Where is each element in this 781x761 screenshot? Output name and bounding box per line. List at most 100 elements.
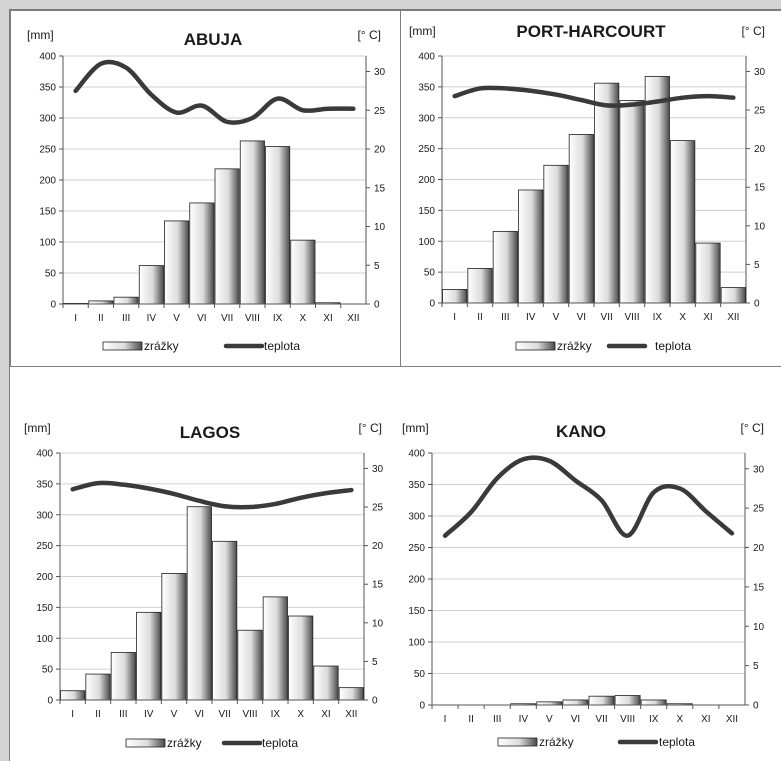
precip-bar-vii (212, 540, 238, 701)
x-tick-label: VIII (242, 709, 257, 720)
y2-tick-label: 10 (754, 221, 766, 232)
precip-bar-iv (518, 189, 544, 304)
chart-abuja: ABUJA [mm] [° C] 0 50 100 150 200 250 300 350 400 0 5… (27, 28, 386, 353)
y2-tick-label: 5 (372, 657, 378, 668)
precip-bar-i (442, 289, 468, 304)
precip-bar-iv (136, 611, 162, 701)
precip-bar-iii (492, 230, 518, 304)
x-tick-label: III (501, 312, 509, 323)
temperature-line (452, 85, 736, 108)
y-tick-label: 200 (408, 575, 425, 586)
y2-tick-label: 10 (372, 618, 384, 629)
x-tick-label: IV (147, 313, 157, 324)
y2-tick-label: 20 (372, 541, 384, 552)
x-tick-label: IX (271, 709, 281, 720)
x-tick-label: XII (727, 312, 739, 323)
x-tick-label: III (122, 313, 130, 324)
x-tick-label: I (453, 312, 456, 323)
y2-tick-label: 0 (372, 696, 378, 707)
y2-tick-label: 30 (374, 67, 386, 78)
x-tick-label: X (300, 313, 307, 324)
y2-tick-label: 15 (372, 580, 384, 591)
y2-tick-label: 10 (753, 622, 765, 633)
legend-precip-swatch (102, 341, 143, 351)
y-axis-unit-right: [° C] (741, 421, 764, 435)
legend-temp-label: teplota (264, 339, 300, 353)
x-tick-label: IV (144, 709, 154, 720)
legend-temp-label: teplota (655, 339, 691, 353)
chart-title: LAGOS (180, 423, 240, 442)
y-tick-label: 200 (418, 175, 435, 186)
y-tick-label: 50 (45, 269, 57, 280)
y-tick-label: 300 (408, 512, 425, 523)
precip-bar-iv (138, 265, 164, 305)
x-tick-label: VI (195, 709, 204, 720)
legend-temp-label: teplota (262, 736, 298, 750)
y-tick-label: 350 (418, 82, 435, 93)
precip-bar-viii (619, 100, 645, 304)
x-tick-label: VIII (624, 312, 639, 323)
precip-bar-ix (640, 699, 667, 706)
y-tick-label: 150 (408, 606, 425, 617)
chart-title: KANO (556, 422, 606, 441)
y-axis-unit-left: [mm] (402, 421, 429, 435)
x-tick-label: XII (347, 313, 359, 324)
legend-precip-label: zrážky (144, 339, 179, 353)
precip-bar-v (161, 573, 187, 701)
temperature-line (73, 59, 356, 125)
y2-tick-label: 25 (372, 503, 384, 514)
x-tick-label: I (74, 313, 77, 324)
precip-bar-iii (113, 296, 139, 305)
x-tick-label: II (477, 312, 483, 323)
precip-bar-ix (262, 596, 288, 701)
y-tick-label: 300 (418, 113, 435, 124)
y-tick-label: 0 (429, 299, 435, 310)
x-tick-label: III (119, 709, 127, 720)
y2-tick-label: 0 (754, 299, 760, 310)
precip-bar-x (290, 239, 316, 305)
precip-bar-viii (239, 140, 265, 305)
x-tick-label: VI (197, 313, 206, 324)
y2-tick-label: 5 (753, 661, 759, 672)
precip-bar-vi (186, 506, 212, 701)
x-tick-label: I (444, 714, 447, 725)
x-tick-label: II (468, 714, 474, 725)
y2-tick-label: 15 (753, 582, 765, 593)
y2-tick-label: 5 (754, 260, 760, 271)
y2-tick-label: 20 (374, 145, 386, 156)
precip-bar-x (670, 140, 696, 304)
x-tick-label: II (98, 313, 104, 324)
y-tick-label: 350 (39, 83, 56, 94)
y-tick-label: 150 (36, 603, 53, 614)
y-tick-label: 350 (36, 479, 53, 490)
x-tick-label: I (71, 709, 74, 720)
y2-tick-label: 15 (374, 183, 386, 194)
y2-tick-label: 20 (753, 543, 765, 554)
temperature-line (70, 480, 354, 510)
y-tick-label: 200 (39, 176, 56, 187)
legend-precip-swatch (125, 738, 166, 748)
y-tick-label: 300 (36, 510, 53, 521)
y2-tick-label: 25 (374, 106, 386, 117)
y-tick-label: 0 (50, 300, 56, 311)
x-tick-label: II (95, 709, 101, 720)
chart-panel-kano: KANO [mm] [° C] 0 50 100 150 200 250 300 350 400 0 5 1… (400, 405, 781, 760)
chart-panel-abuja: ABUJA [mm] [° C] 0 50 100 150 200 250 300 350 400 0 5… (10, 10, 402, 367)
chart-panel-lagos: LAGOS [mm] [° C] 0 50 100 150 200 250 300 350 400 0 5… (10, 405, 400, 760)
x-tick-label: IX (273, 313, 283, 324)
y-tick-label: 400 (36, 449, 53, 460)
x-tick-label: X (676, 714, 683, 725)
precip-bar-vi (189, 202, 215, 305)
y2-tick-label: 0 (374, 300, 380, 311)
y-tick-label: 100 (36, 634, 53, 645)
chart-title: PORT-HARCOURT (516, 22, 666, 41)
precip-bar-xi (695, 242, 721, 304)
y-tick-label: 400 (408, 449, 425, 460)
chart-port-harcourt: PORT-HARCOURT[mm] [° C]050100150200250300… (409, 22, 766, 353)
x-tick-label: IX (653, 312, 663, 323)
y-tick-label: 150 (418, 206, 435, 217)
y-tick-label: 50 (42, 665, 54, 676)
y2-tick-label: 15 (754, 183, 766, 194)
legend-precip-label: zrážky (167, 736, 202, 750)
y-tick-label: 250 (36, 541, 53, 552)
